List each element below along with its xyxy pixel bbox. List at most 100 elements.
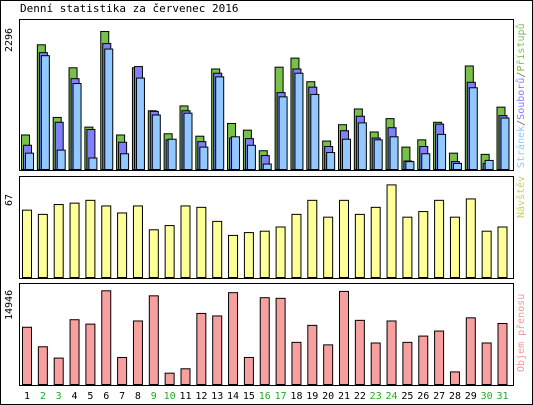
- x-tick-label-day-31: 31: [496, 391, 508, 402]
- bar-visits-day-17: [275, 226, 286, 278]
- bar-visits-day-13: [212, 220, 223, 279]
- x-tick-label-day-26: 26: [417, 391, 429, 402]
- bar-kbytes-day-13: [212, 315, 223, 385]
- x-tick-label-day-22: 22: [354, 391, 366, 402]
- bar-visits-day-1: [22, 209, 32, 279]
- panel-kbytes-ymax-label: 14946: [4, 289, 15, 320]
- bar-pages-day-19: [310, 93, 320, 170]
- bar-visits-day-31: [497, 226, 508, 278]
- x-tick-label-day-20: 20: [322, 391, 334, 402]
- bar-pages-day-23: [373, 139, 383, 171]
- legend-visits: Návštěv: [516, 175, 527, 218]
- bar-pages-day-21: [342, 138, 351, 170]
- bar-kbytes-day-28: [449, 371, 460, 386]
- bar-pages-day-24: [389, 136, 399, 171]
- bar-pages-day-20: [326, 152, 336, 171]
- bar-visits-day-4: [69, 202, 80, 278]
- bar-pages-day-9: [151, 114, 161, 170]
- bar-visits-day-9: [148, 229, 159, 278]
- bar-kbytes-day-3: [53, 357, 64, 385]
- x-tick-label-day-23: 23: [370, 391, 382, 402]
- legend-hits: Přístupů: [516, 23, 527, 72]
- bar-visits-day-14: [228, 234, 239, 278]
- bar-pages-day-5: [88, 157, 98, 171]
- x-tick-label-day-16: 16: [259, 391, 271, 402]
- bar-pages-day-12: [199, 146, 209, 170]
- x-tick-label-day-3: 3: [56, 391, 62, 402]
- bar-pages-day-29: [468, 87, 478, 170]
- x-tick-label-day-29: 29: [465, 391, 477, 402]
- bar-visits-day-6: [101, 205, 112, 278]
- bar-kbytes-day-21: [339, 290, 349, 386]
- legend-separator: /: [516, 119, 527, 126]
- bar-kbytes-day-18: [291, 341, 302, 385]
- bar-kbytes-day-20: [323, 344, 334, 385]
- bar-pages-day-16: [262, 163, 272, 170]
- bar-visits-day-19: [307, 199, 318, 278]
- bar-visits-day-27: [434, 199, 445, 278]
- legend-separator: /: [516, 71, 527, 78]
- bar-pages-day-8: [135, 77, 145, 170]
- x-tick-label-day-17: 17: [275, 391, 287, 402]
- x-tick-label-day-30: 30: [481, 391, 493, 402]
- bar-kbytes-day-6: [101, 290, 112, 385]
- bar-pages-day-1: [25, 152, 34, 170]
- legend-pages: Stránek: [516, 125, 527, 168]
- bar-visits-day-29: [465, 198, 476, 278]
- bar-visits-day-23: [370, 206, 381, 279]
- bar-kbytes-day-29: [465, 317, 476, 386]
- x-tick-label-day-1: 1: [24, 391, 30, 402]
- bar-kbytes-day-24: [386, 320, 397, 386]
- chart-title: Denní statistika za červenec 2016: [20, 2, 239, 15]
- bar-kbytes-day-31: [497, 322, 508, 386]
- bar-visits-day-16: [259, 230, 270, 278]
- bar-visits-day-8: [132, 205, 143, 278]
- x-tick-label-day-27: 27: [433, 391, 445, 402]
- bar-visits-day-21: [339, 199, 349, 278]
- bar-kbytes-day-11: [180, 368, 191, 386]
- x-tick-label-day-10: 10: [164, 391, 176, 402]
- legend-hits-files-pages: Stránek/Souborů/Přístupů: [516, 23, 527, 168]
- bar-visits-day-28: [449, 216, 460, 279]
- bar-kbytes-day-23: [370, 342, 381, 386]
- bar-visits-day-12: [196, 206, 207, 279]
- bar-pages-day-3: [56, 149, 66, 171]
- x-tick-label-day-11: 11: [179, 391, 191, 402]
- legend-files: Souborů: [516, 77, 527, 120]
- bar-kbytes-day-1: [22, 326, 32, 386]
- bar-visits-day-18: [291, 213, 302, 279]
- bar-visits-day-5: [85, 199, 96, 278]
- bar-pages-day-2: [40, 55, 50, 170]
- bar-kbytes-day-16: [259, 297, 270, 385]
- bar-pages-day-25: [405, 161, 415, 171]
- bar-kbytes-day-7: [117, 356, 128, 385]
- x-tick-label-day-12: 12: [195, 391, 207, 402]
- bar-pages-day-26: [421, 153, 431, 171]
- x-tick-label-day-7: 7: [119, 391, 125, 402]
- bar-pages-day-18: [294, 72, 304, 170]
- bar-pages-day-13: [215, 76, 225, 170]
- x-tick-label-day-25: 25: [401, 391, 413, 402]
- bar-pages-day-14: [231, 136, 241, 171]
- bar-visits-day-25: [402, 216, 413, 279]
- bar-kbytes-day-30: [481, 342, 492, 386]
- bar-kbytes-day-9: [148, 295, 159, 385]
- bar-visits-day-30: [481, 230, 492, 278]
- bar-kbytes-day-5: [85, 323, 96, 386]
- bar-visits-day-24: [386, 184, 397, 278]
- x-tick-label-day-13: 13: [211, 391, 223, 402]
- bar-kbytes-day-10: [164, 372, 175, 386]
- x-tick-label-day-19: 19: [306, 391, 318, 402]
- bar-visits-day-20: [323, 216, 334, 279]
- bar-pages-day-15: [246, 144, 256, 170]
- x-tick-label-day-8: 8: [135, 391, 141, 402]
- bar-pages-day-27: [437, 133, 447, 171]
- x-tick-label-day-2: 2: [40, 391, 46, 402]
- bar-kbytes-day-4: [69, 319, 80, 385]
- bar-kbytes-day-25: [402, 341, 413, 385]
- x-tick-label-day-14: 14: [227, 391, 239, 402]
- bar-visits-day-10: [164, 225, 175, 278]
- bar-visits-day-7: [117, 212, 128, 279]
- bar-pages-day-11: [183, 112, 193, 171]
